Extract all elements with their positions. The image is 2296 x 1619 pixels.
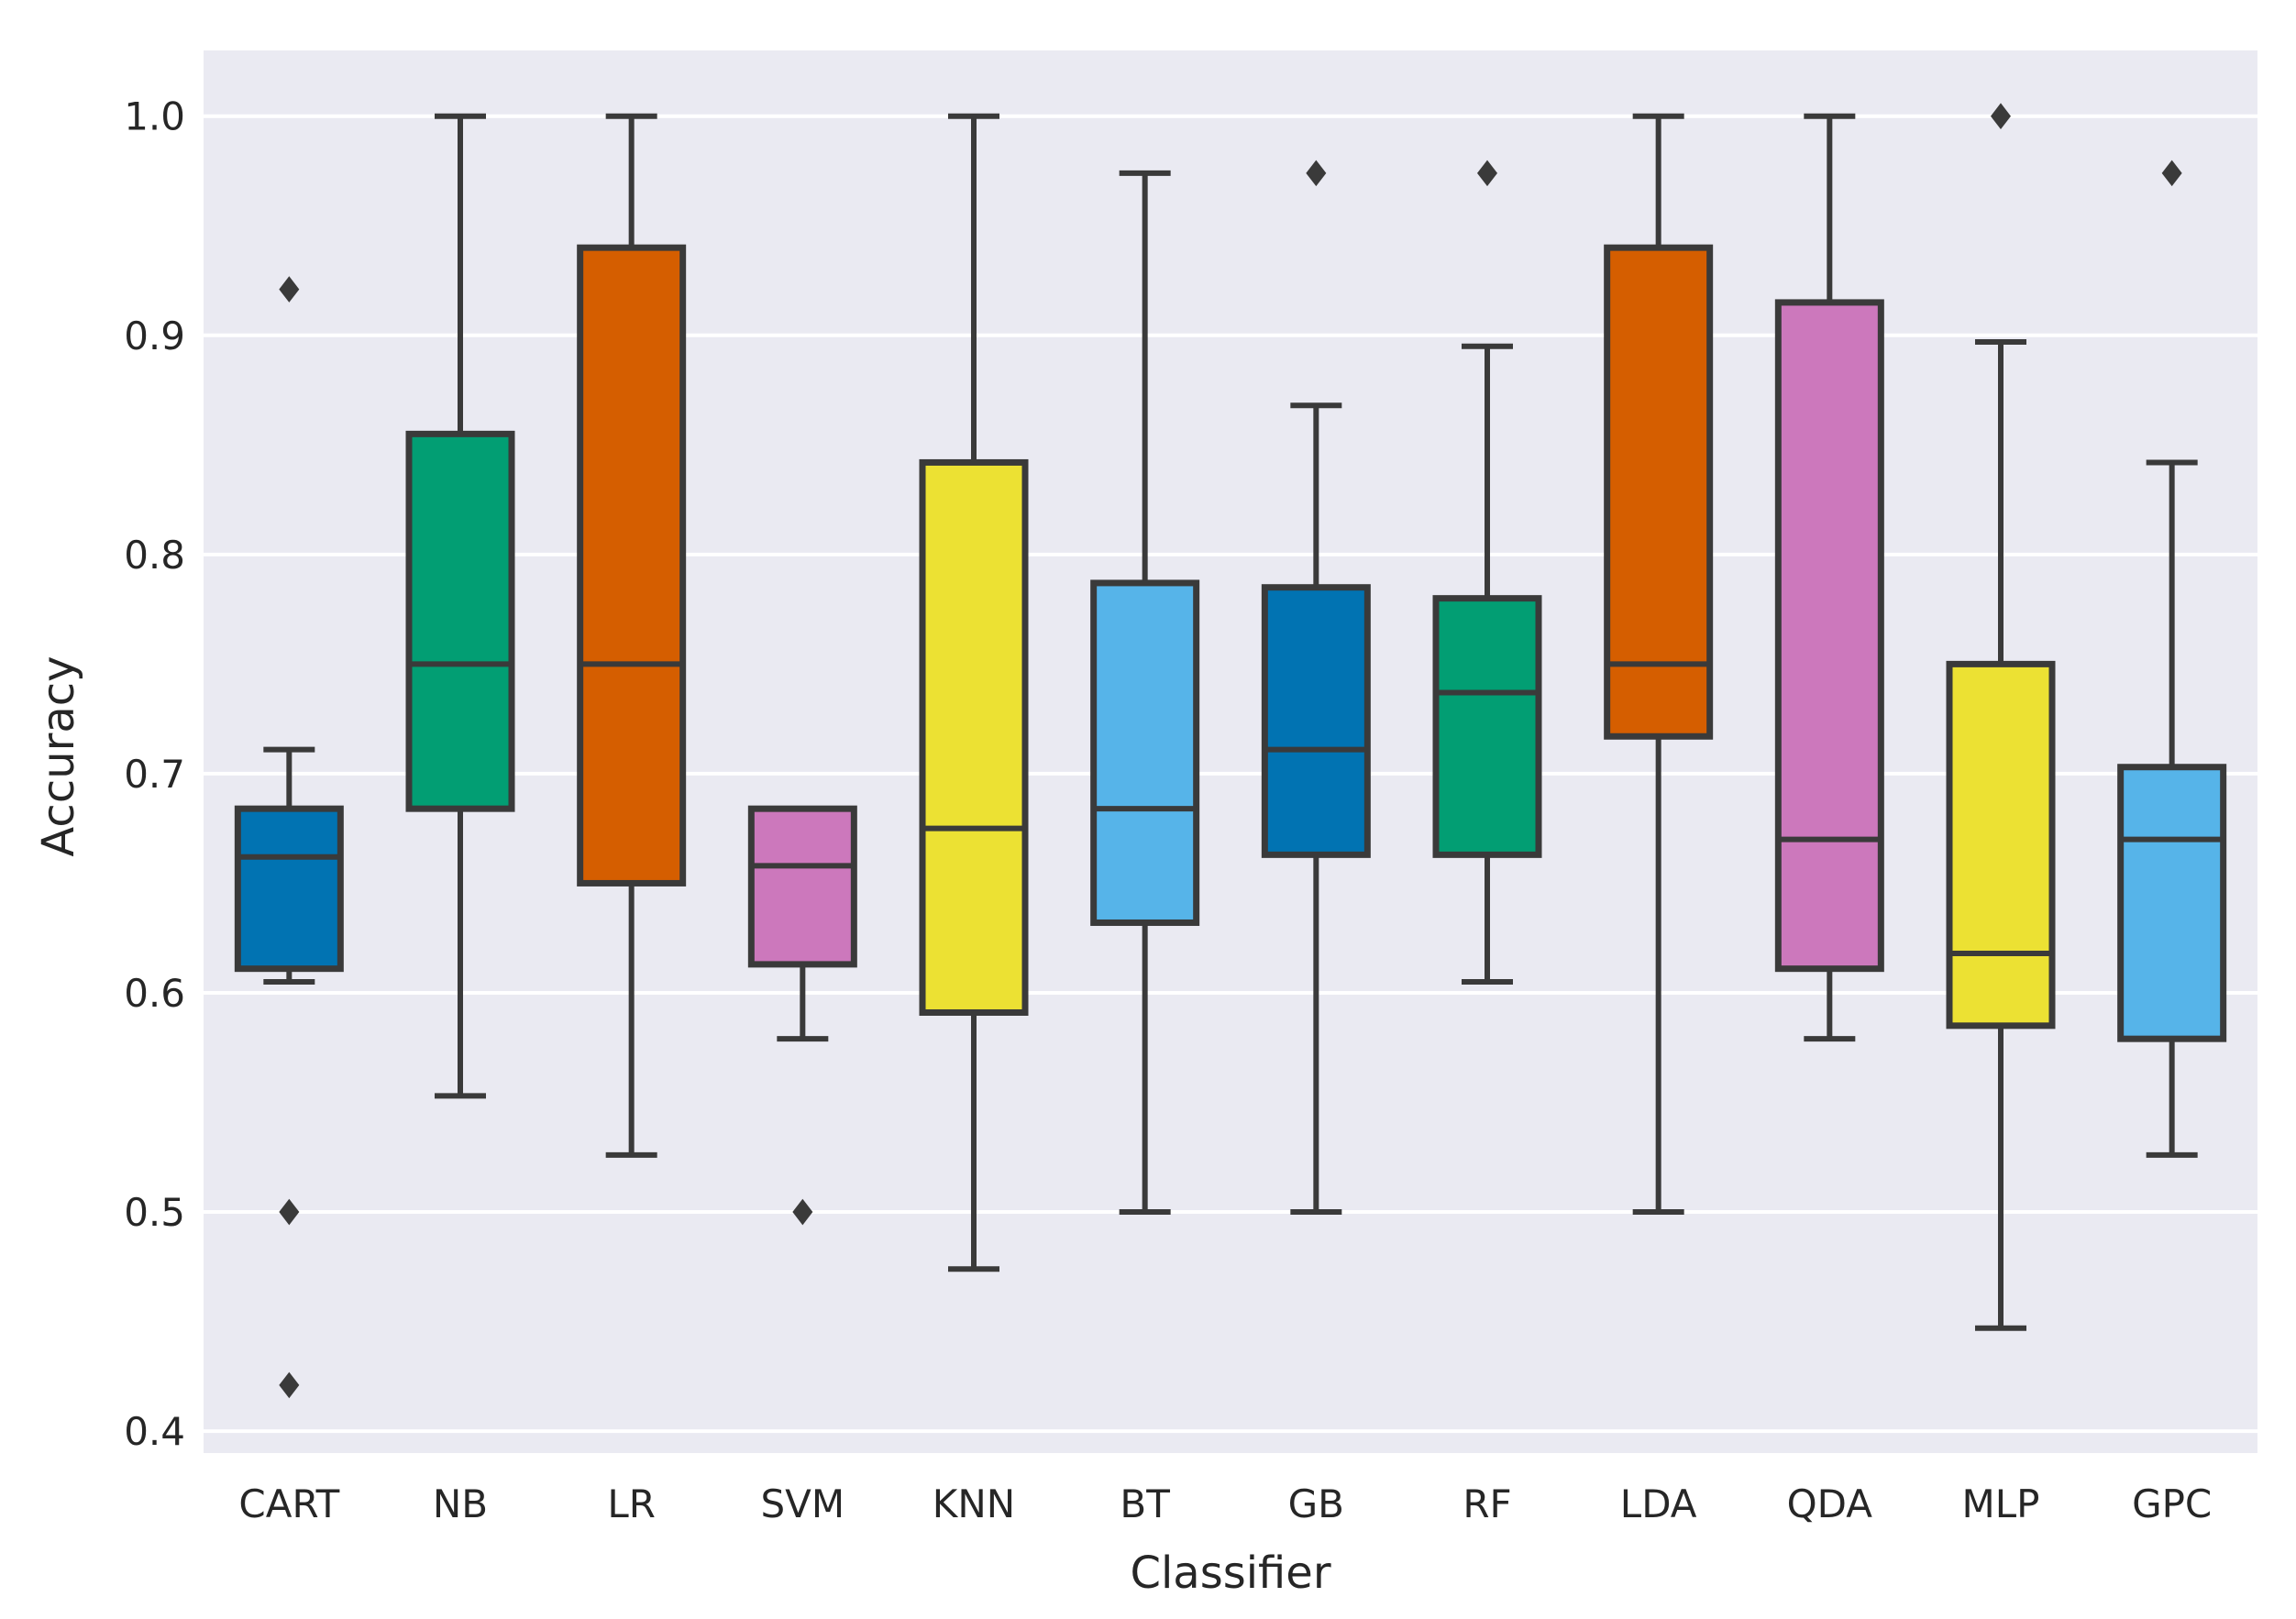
iqr-box (1261, 584, 1371, 858)
iqr-box (1432, 595, 1542, 858)
y-tick-label: 0.6 (124, 971, 185, 1016)
iqr-box (747, 805, 857, 968)
x-tick-label: GPC (2132, 1481, 2212, 1526)
box-cart (234, 276, 344, 1399)
x-axis-label: Classifier (1130, 1547, 1330, 1599)
x-tick-label: BT (1120, 1481, 1170, 1526)
outlier-point (279, 276, 300, 303)
outlier-point (1306, 160, 1327, 187)
x-tick-label: NB (433, 1481, 488, 1526)
box-gpc (2117, 160, 2227, 1158)
outlier-point (1477, 160, 1497, 187)
y-tick-label: 0.8 (124, 533, 185, 578)
box-nb (405, 113, 515, 1099)
iqr-box (1774, 299, 1884, 973)
x-tick-label: MLP (1962, 1481, 2040, 1526)
x-tick-label: RF (1463, 1481, 1511, 1526)
x-tick-label: QDA (1787, 1481, 1873, 1526)
box-gb (1261, 160, 1371, 1216)
box-qda (1774, 113, 1884, 1042)
iqr-box (919, 458, 1029, 1016)
x-tick-label: LR (607, 1481, 656, 1526)
iqr-box (2117, 764, 2227, 1042)
outlier-point (279, 1198, 300, 1226)
x-axis-ticks: CART NB LR SVM KNN BT GB RF LDA QDA MLP GPC (238, 1481, 2212, 1526)
y-tick-label: 0.9 (124, 314, 185, 358)
boxes (234, 103, 2227, 1399)
outlier-point (279, 1371, 300, 1399)
outlier-point (1991, 103, 2011, 130)
box-bt (1090, 170, 1200, 1216)
iqr-box (577, 244, 687, 887)
iqr-box (1604, 244, 1714, 740)
box-lda (1604, 113, 1714, 1216)
box-mlp (1946, 103, 2056, 1331)
plot-background (204, 50, 2257, 1453)
iqr-box (1946, 660, 2056, 1030)
x-tick-label: GB (1288, 1481, 1344, 1526)
y-axis-ticks: 0.4 0.5 0.6 0.7 0.8 0.9 1.0 (124, 94, 185, 1454)
box-knn (919, 113, 1029, 1272)
x-tick-label: SVM (761, 1481, 845, 1526)
y-tick-label: 0.7 (124, 752, 185, 797)
box-lr (577, 113, 687, 1158)
x-tick-label: LDA (1620, 1481, 1697, 1526)
y-axis-label: Accuracy (33, 655, 84, 856)
outlier-point (792, 1198, 813, 1226)
iqr-box (1090, 579, 1200, 926)
y-tick-label: 0.4 (124, 1409, 185, 1454)
x-tick-label: KNN (933, 1481, 1015, 1526)
grid (204, 114, 2257, 1434)
iqr-box (405, 430, 515, 812)
x-tick-label: CART (238, 1481, 339, 1526)
y-tick-label: 1.0 (124, 94, 185, 139)
outlier-point (2161, 160, 2182, 187)
box-svm (747, 805, 857, 1226)
box-rf (1432, 160, 1542, 986)
iqr-box (234, 805, 344, 973)
y-tick-label: 0.5 (124, 1190, 185, 1235)
